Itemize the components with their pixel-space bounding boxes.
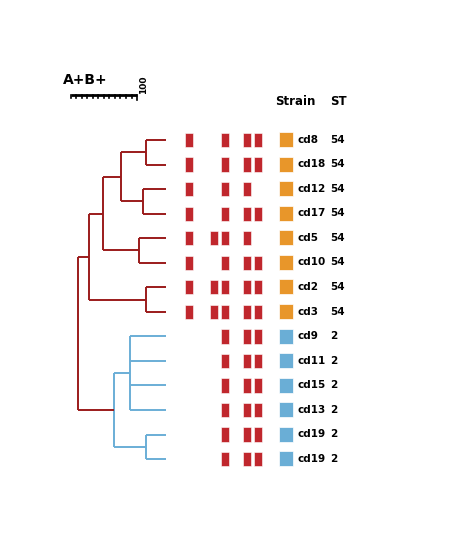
FancyBboxPatch shape <box>242 231 250 245</box>
FancyBboxPatch shape <box>221 403 229 417</box>
FancyBboxPatch shape <box>279 329 292 344</box>
FancyBboxPatch shape <box>253 207 261 221</box>
FancyBboxPatch shape <box>185 280 193 295</box>
FancyBboxPatch shape <box>279 427 292 441</box>
FancyBboxPatch shape <box>279 280 292 295</box>
FancyBboxPatch shape <box>242 280 250 295</box>
FancyBboxPatch shape <box>253 305 261 319</box>
FancyBboxPatch shape <box>221 157 229 172</box>
Text: Strain: Strain <box>275 95 315 108</box>
FancyBboxPatch shape <box>221 182 229 196</box>
FancyBboxPatch shape <box>279 132 292 147</box>
FancyBboxPatch shape <box>253 354 261 368</box>
FancyBboxPatch shape <box>279 304 292 319</box>
Text: 54: 54 <box>330 208 344 219</box>
FancyBboxPatch shape <box>185 256 193 270</box>
FancyBboxPatch shape <box>221 354 229 368</box>
FancyBboxPatch shape <box>221 231 229 245</box>
FancyBboxPatch shape <box>185 133 193 147</box>
FancyBboxPatch shape <box>210 280 218 295</box>
FancyBboxPatch shape <box>185 157 193 172</box>
FancyBboxPatch shape <box>253 403 261 417</box>
Text: cd13: cd13 <box>296 405 325 415</box>
FancyBboxPatch shape <box>242 354 250 368</box>
Text: cd9: cd9 <box>296 331 317 341</box>
Text: 100: 100 <box>138 75 148 94</box>
FancyBboxPatch shape <box>221 305 229 319</box>
FancyBboxPatch shape <box>221 428 229 441</box>
FancyBboxPatch shape <box>279 353 292 368</box>
FancyBboxPatch shape <box>242 305 250 319</box>
FancyBboxPatch shape <box>253 133 261 147</box>
Text: cd2: cd2 <box>296 282 318 292</box>
FancyBboxPatch shape <box>221 133 229 147</box>
Text: 2: 2 <box>330 405 337 415</box>
FancyBboxPatch shape <box>221 280 229 295</box>
FancyBboxPatch shape <box>210 305 218 319</box>
FancyBboxPatch shape <box>253 452 261 466</box>
FancyBboxPatch shape <box>185 231 193 245</box>
Text: 54: 54 <box>330 257 344 267</box>
Text: 2: 2 <box>330 356 337 366</box>
FancyBboxPatch shape <box>242 452 250 466</box>
Text: 54: 54 <box>330 184 344 194</box>
Text: cd15: cd15 <box>296 380 325 390</box>
FancyBboxPatch shape <box>279 230 292 245</box>
FancyBboxPatch shape <box>221 452 229 466</box>
FancyBboxPatch shape <box>253 329 261 344</box>
Text: 2: 2 <box>330 380 337 390</box>
FancyBboxPatch shape <box>279 157 292 172</box>
FancyBboxPatch shape <box>242 157 250 172</box>
FancyBboxPatch shape <box>253 379 261 393</box>
FancyBboxPatch shape <box>210 231 218 245</box>
FancyBboxPatch shape <box>242 207 250 221</box>
Text: cd17: cd17 <box>296 208 325 219</box>
Text: cd19: cd19 <box>296 429 325 439</box>
FancyBboxPatch shape <box>242 256 250 270</box>
Text: cd5: cd5 <box>296 233 318 243</box>
FancyBboxPatch shape <box>221 207 229 221</box>
FancyBboxPatch shape <box>279 378 292 393</box>
FancyBboxPatch shape <box>279 255 292 270</box>
FancyBboxPatch shape <box>253 157 261 172</box>
FancyBboxPatch shape <box>253 256 261 270</box>
Text: cd10: cd10 <box>296 257 325 267</box>
FancyBboxPatch shape <box>253 280 261 295</box>
FancyBboxPatch shape <box>221 329 229 344</box>
FancyBboxPatch shape <box>279 181 292 196</box>
Text: 2: 2 <box>330 331 337 341</box>
FancyBboxPatch shape <box>221 256 229 270</box>
FancyBboxPatch shape <box>185 305 193 319</box>
Text: 54: 54 <box>330 159 344 169</box>
FancyBboxPatch shape <box>185 182 193 196</box>
Text: cd12: cd12 <box>296 184 325 194</box>
FancyBboxPatch shape <box>242 329 250 344</box>
Text: 54: 54 <box>330 135 344 145</box>
Text: cd8: cd8 <box>296 135 318 145</box>
FancyBboxPatch shape <box>242 133 250 147</box>
Text: cd18: cd18 <box>296 159 325 169</box>
FancyBboxPatch shape <box>242 403 250 417</box>
FancyBboxPatch shape <box>253 428 261 441</box>
FancyBboxPatch shape <box>242 182 250 196</box>
FancyBboxPatch shape <box>242 379 250 393</box>
Text: 54: 54 <box>330 282 344 292</box>
Text: 2: 2 <box>330 429 337 439</box>
Text: 54: 54 <box>330 233 344 243</box>
FancyBboxPatch shape <box>221 379 229 393</box>
Text: cd19: cd19 <box>296 454 325 464</box>
Text: 2: 2 <box>330 454 337 464</box>
Text: ST: ST <box>330 95 346 108</box>
Text: A+B+: A+B+ <box>63 73 108 87</box>
FancyBboxPatch shape <box>279 451 292 466</box>
Text: 54: 54 <box>330 306 344 316</box>
Text: cd3: cd3 <box>296 306 318 316</box>
FancyBboxPatch shape <box>185 207 193 221</box>
Text: cd11: cd11 <box>296 356 325 366</box>
FancyBboxPatch shape <box>279 206 292 221</box>
FancyBboxPatch shape <box>279 402 292 417</box>
FancyBboxPatch shape <box>242 428 250 441</box>
